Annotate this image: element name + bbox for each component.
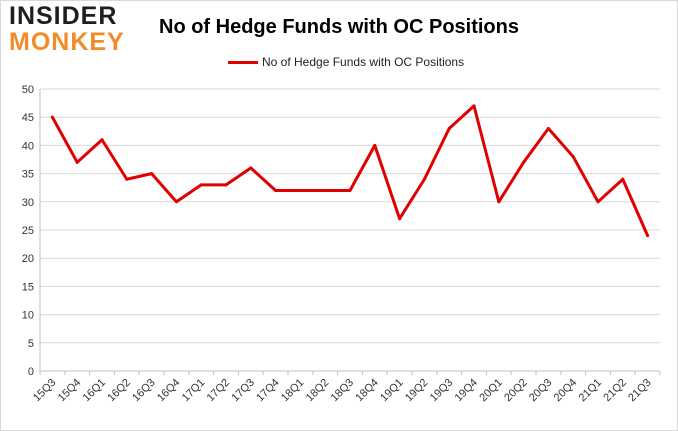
data-point — [621, 177, 625, 181]
x-tick-label: 19Q3 — [428, 377, 456, 405]
x-tick-label: 21Q2 — [601, 377, 629, 405]
data-point — [150, 172, 154, 176]
x-tick-label: 19Q2 — [403, 377, 431, 405]
data-point — [596, 200, 600, 204]
x-tick-label: 16Q2 — [105, 377, 133, 405]
data-point — [199, 183, 203, 187]
data-point — [50, 115, 54, 119]
data-point — [224, 183, 228, 187]
y-tick-label: 45 — [22, 112, 34, 124]
y-tick-label: 40 — [22, 140, 34, 152]
x-tick-label: 20Q3 — [527, 377, 555, 405]
x-tick-label: 19Q4 — [453, 377, 481, 405]
data-point — [522, 160, 526, 164]
data-point — [274, 189, 278, 193]
x-tick-label: 21Q1 — [577, 377, 605, 405]
data-point — [497, 200, 501, 204]
x-tick-label: 20Q2 — [502, 377, 530, 405]
data-point — [472, 104, 476, 108]
x-tick-label: 16Q1 — [81, 377, 109, 405]
x-tick-label: 18Q1 — [279, 377, 307, 405]
logo-top-text: INSIDER — [9, 2, 118, 30]
data-point — [323, 189, 327, 193]
x-tick-label: 17Q4 — [254, 377, 282, 405]
logo-bottom-text: MONKEY — [9, 28, 125, 56]
x-tick-label: 17Q3 — [229, 377, 257, 405]
x-tick-label: 20Q4 — [552, 377, 580, 405]
legend-label: No of Hedge Funds with OC Positions — [262, 55, 465, 69]
x-tick-label: 18Q3 — [329, 377, 357, 405]
y-tick-label: 10 — [22, 310, 34, 322]
legend-swatch — [228, 60, 258, 64]
y-tick-label: 15 — [22, 281, 34, 293]
data-point — [75, 160, 79, 164]
x-tick-label: 15Q4 — [56, 377, 84, 405]
data-point — [546, 126, 550, 130]
chart-legend: No of Hedge Funds with OC Positions — [228, 54, 464, 70]
y-tick-label: 35 — [22, 169, 34, 181]
data-point — [447, 126, 451, 130]
data-point — [174, 200, 178, 204]
x-tick-label: 20Q1 — [477, 377, 505, 405]
data-point — [646, 234, 650, 238]
y-tick-label: 5 — [28, 338, 34, 350]
data-point — [422, 177, 426, 181]
y-tick-label: 0 — [28, 366, 34, 378]
x-tick-label: 16Q4 — [155, 377, 183, 405]
data-point — [125, 177, 129, 181]
chart-title: No of Hedge Funds with OC Positions — [159, 16, 519, 38]
data-point — [100, 138, 104, 142]
series-line — [50, 104, 650, 238]
y-tick-label: 25 — [22, 225, 34, 237]
data-point — [373, 143, 377, 147]
data-point — [398, 217, 402, 221]
x-tick-label: 18Q2 — [304, 377, 332, 405]
data-point — [249, 166, 253, 170]
x-tick-label: 17Q2 — [205, 377, 233, 405]
y-tick-label: 20 — [22, 253, 34, 265]
x-tick-label: 17Q1 — [180, 377, 208, 405]
data-point — [348, 189, 352, 193]
y-tick-label: 30 — [22, 197, 34, 209]
x-tick-label: 18Q4 — [353, 377, 381, 405]
x-tick-label: 15Q3 — [31, 377, 59, 405]
data-point — [298, 189, 302, 193]
x-tick-label: 19Q1 — [378, 377, 406, 405]
data-point — [571, 155, 575, 159]
insider-monkey-logo: INSIDER MONKEY — [9, 2, 127, 57]
x-tick-label: 21Q3 — [626, 377, 654, 405]
x-tick-label: 16Q3 — [130, 377, 158, 405]
y-tick-label: 50 — [22, 84, 34, 96]
